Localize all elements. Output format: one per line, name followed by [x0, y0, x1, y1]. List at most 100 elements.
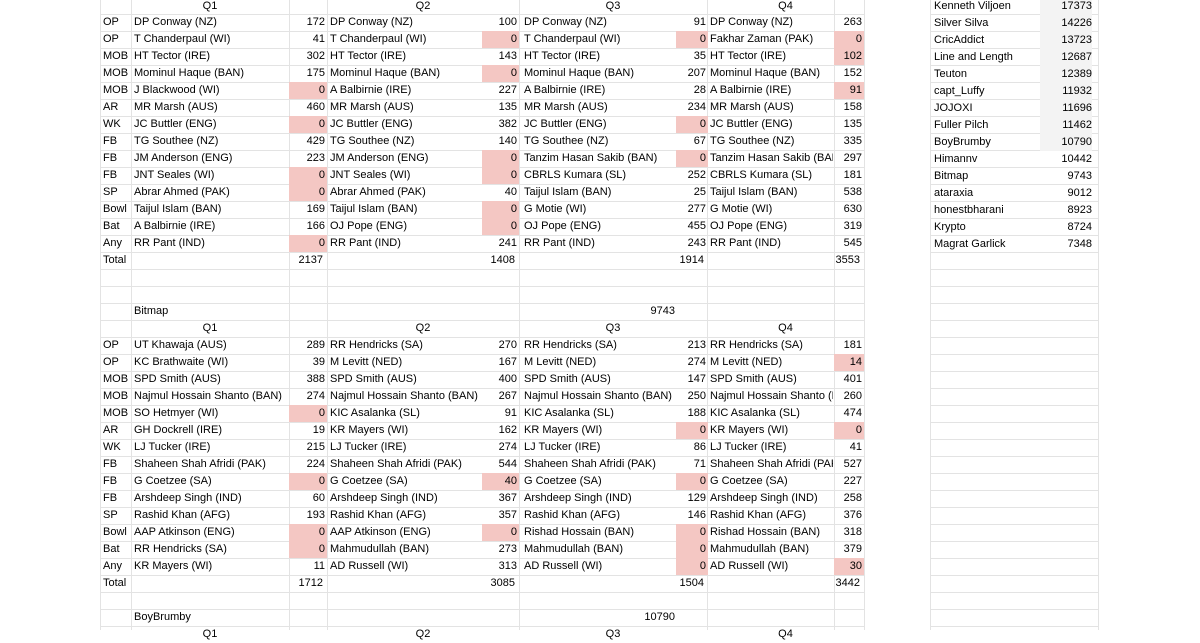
player-cell[interactable]: G Coetzee (SA) — [710, 475, 788, 487]
position-cell[interactable]: SP — [103, 186, 118, 198]
score-cell[interactable]: 0 — [289, 184, 327, 201]
score-cell[interactable]: 273 — [498, 543, 517, 555]
leaderboard-score[interactable]: 11696 — [1040, 100, 1092, 117]
position-cell[interactable]: MOB — [103, 67, 129, 79]
player-cell[interactable]: SPD Smith (AUS) — [134, 373, 221, 385]
score-cell[interactable]: 169 — [306, 203, 325, 215]
player-cell[interactable]: CBRLS Kumara (SL) — [524, 169, 627, 181]
score-cell[interactable]: 0 — [676, 116, 708, 133]
score-cell[interactable]: 527 — [843, 458, 862, 470]
player-cell[interactable]: J Blackwood (WI) — [134, 84, 220, 96]
score-cell[interactable]: 630 — [843, 203, 862, 215]
player-cell[interactable]: KC Brathwaite (WI) — [134, 356, 229, 368]
leaderboard-name[interactable]: CricAddict — [934, 34, 985, 46]
score-cell[interactable]: 152 — [843, 67, 862, 79]
score-cell[interactable]: 86 — [693, 441, 706, 453]
score-cell[interactable]: 102 — [834, 48, 864, 65]
quarter-header-q1[interactable]: Q1 — [202, 628, 218, 640]
score-cell[interactable]: 40 — [504, 186, 517, 198]
score-cell[interactable]: 162 — [498, 424, 517, 436]
position-cell[interactable]: WK — [103, 118, 121, 130]
quarter-header-q2[interactable]: Q2 — [415, 322, 431, 334]
score-cell[interactable]: 0 — [289, 541, 327, 558]
score-cell[interactable]: 0 — [482, 218, 519, 235]
player-cell[interactable]: M Levitt (NED) — [524, 356, 597, 368]
player-cell[interactable]: Rashid Khan (AFG) — [134, 509, 230, 521]
player-cell[interactable]: A Balbirnie (IRE) — [710, 84, 792, 96]
position-cell[interactable]: Bowl — [103, 526, 127, 538]
score-cell[interactable]: 188 — [687, 407, 706, 419]
score-cell[interactable]: 0 — [676, 150, 708, 167]
score-cell[interactable]: 215 — [306, 441, 325, 453]
player-cell[interactable]: JNT Seales (WI) — [330, 169, 411, 181]
score-cell[interactable]: 25 — [693, 186, 706, 198]
score-cell[interactable]: 0 — [676, 473, 708, 490]
quarter-total[interactable]: 1408 — [490, 254, 515, 266]
quarter-total[interactable]: 2137 — [298, 254, 323, 266]
player-cell[interactable]: KR Mayers (WI) — [134, 560, 213, 572]
player-cell[interactable]: KR Mayers (WI) — [524, 424, 603, 436]
quarter-total[interactable]: 1712 — [298, 577, 323, 589]
player-cell[interactable]: G Motie (WI) — [710, 203, 773, 215]
player-cell[interactable]: AD Russell (WI) — [524, 560, 603, 572]
position-cell[interactable]: OP — [103, 356, 119, 368]
player-cell[interactable]: M Levitt (NED) — [330, 356, 403, 368]
score-cell[interactable]: 175 — [306, 67, 325, 79]
score-cell[interactable]: 41 — [849, 441, 862, 453]
player-cell[interactable]: G Coetzee (SA) — [134, 475, 212, 487]
score-cell[interactable]: 382 — [498, 118, 517, 130]
position-cell[interactable]: FB — [103, 152, 118, 164]
leaderboard-name[interactable]: Krypto — [934, 221, 966, 233]
leaderboard-name[interactable]: Teuton — [934, 68, 968, 80]
player-cell[interactable]: Najmul Hossain Shanto (BAN) — [134, 390, 282, 402]
total-label[interactable]: Total — [103, 254, 127, 266]
leaderboard-score[interactable]: 17373 — [1040, 0, 1092, 15]
score-cell[interactable]: 71 — [693, 458, 706, 470]
score-cell[interactable]: 376 — [843, 509, 862, 521]
quarter-header-q1[interactable]: Q1 — [202, 0, 218, 12]
position-cell[interactable]: Bat — [103, 543, 120, 555]
total-label[interactable]: Total — [103, 577, 127, 589]
leaderboard-name[interactable]: capt_Luffy — [934, 85, 985, 97]
player-cell[interactable]: LJ Tucker (IRE) — [330, 441, 407, 453]
player-cell[interactable]: DP Conway (NZ) — [710, 16, 793, 28]
position-cell[interactable]: AR — [103, 101, 119, 113]
player-cell[interactable]: Mahmudullah (BAN) — [710, 543, 810, 555]
team-total[interactable]: 10790 — [644, 611, 675, 623]
score-cell[interactable]: 0 — [482, 31, 519, 48]
player-cell[interactable]: AD Russell (WI) — [330, 560, 409, 572]
leaderboard-score[interactable]: 12389 — [1040, 66, 1092, 83]
player-cell[interactable]: SPD Smith (AUS) — [710, 373, 797, 385]
position-cell[interactable]: MOB — [103, 390, 129, 402]
position-cell[interactable]: Bat — [103, 220, 120, 232]
player-cell[interactable]: JNT Seales (WI) — [134, 169, 215, 181]
position-cell[interactable]: MOB — [103, 373, 129, 385]
score-cell[interactable]: 0 — [482, 167, 519, 184]
score-cell[interactable]: 207 — [687, 67, 706, 79]
player-cell[interactable]: SO Hetmyer (WI) — [134, 407, 219, 419]
player-cell[interactable]: JC Buttler (ENG) — [524, 118, 607, 130]
player-cell[interactable]: HT Tector (IRE) — [134, 50, 210, 62]
score-cell[interactable]: 223 — [306, 152, 325, 164]
score-cell[interactable]: 39 — [312, 356, 325, 368]
player-cell[interactable]: JM Anderson (ENG) — [134, 152, 233, 164]
score-cell[interactable]: 147 — [687, 373, 706, 385]
score-cell[interactable]: 379 — [843, 543, 862, 555]
leaderboard-score[interactable]: 7348 — [1067, 238, 1092, 250]
leaderboard-score[interactable]: 13723 — [1040, 32, 1092, 49]
quarter-header-q2[interactable]: Q2 — [415, 0, 431, 12]
score-cell[interactable]: 181 — [843, 169, 862, 181]
score-cell[interactable]: 335 — [843, 135, 862, 147]
score-cell[interactable]: 277 — [687, 203, 706, 215]
player-cell[interactable]: SPD Smith (AUS) — [330, 373, 417, 385]
player-cell[interactable]: DP Conway (NZ) — [524, 16, 607, 28]
position-cell[interactable]: OP — [103, 33, 119, 45]
score-cell[interactable]: 0 — [482, 201, 519, 218]
player-cell[interactable]: AAP Atkinson (ENG) — [134, 526, 235, 538]
score-cell[interactable]: 289 — [306, 339, 325, 351]
position-cell[interactable]: WK — [103, 441, 121, 453]
quarter-total[interactable]: 3085 — [490, 577, 515, 589]
score-cell[interactable]: 100 — [498, 16, 517, 28]
position-cell[interactable]: Bowl — [103, 203, 127, 215]
player-cell[interactable]: DP Conway (NZ) — [330, 16, 413, 28]
